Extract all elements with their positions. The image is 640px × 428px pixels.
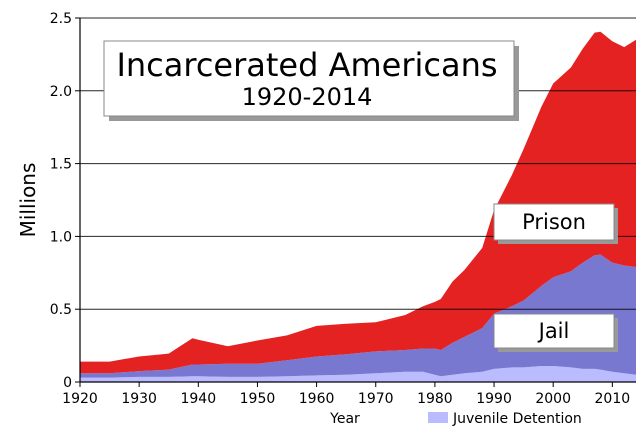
x-tick-label: 1980 <box>417 391 453 407</box>
jail-label-box: Jail <box>493 313 618 352</box>
area-juvenile-detention <box>80 366 636 382</box>
chart-title: Incarcerated Americans <box>116 46 497 84</box>
x-tick-label: 1930 <box>121 391 157 407</box>
y-axis-label: Millions <box>16 163 40 238</box>
prison-series-label: Prison <box>522 210 586 234</box>
area-prison <box>80 31 636 374</box>
jail-series-label: Jail <box>537 319 570 343</box>
y-tick-label: 0.5 <box>50 302 72 318</box>
jail-label-frame <box>493 313 615 349</box>
x-tick-label: 1950 <box>240 391 276 407</box>
legend-swatch-juvenile <box>428 412 448 423</box>
x-tick-label: 2010 <box>595 391 631 407</box>
prison-label-box: Prison <box>493 203 618 244</box>
x-tick-label: 1990 <box>476 391 512 407</box>
x-tick-label: 1940 <box>180 391 216 407</box>
tick-labels: 0 0.5 1.0 1.5 2.0 2.5 1920 1930 1940 1950 1960 1970… <box>50 11 630 407</box>
chart-subtitle: 1920-2014 <box>242 83 373 111</box>
y-tick-label: 0 <box>63 375 72 391</box>
y-tick-label: 2.0 <box>50 84 72 100</box>
x-tick-label: 1920 <box>62 391 98 407</box>
legend-label-juvenile: Juvenile Detention <box>452 411 582 427</box>
prison-label-frame <box>493 203 615 241</box>
axes <box>79 18 636 383</box>
legend: Juvenile Detention <box>428 411 582 427</box>
x-axis-label: Year <box>329 411 360 427</box>
x-tick-label: 2000 <box>535 391 571 407</box>
title-box: Incarcerated Americans 1920-2014 <box>103 40 519 121</box>
y-tick-label: 2.5 <box>50 11 72 27</box>
title-box-frame <box>103 40 515 117</box>
y-tick-label: 1.0 <box>50 229 72 245</box>
x-tick-label: 1960 <box>299 391 335 407</box>
y-tick-label: 1.5 <box>50 157 72 173</box>
x-tick-label: 1970 <box>358 391 394 407</box>
